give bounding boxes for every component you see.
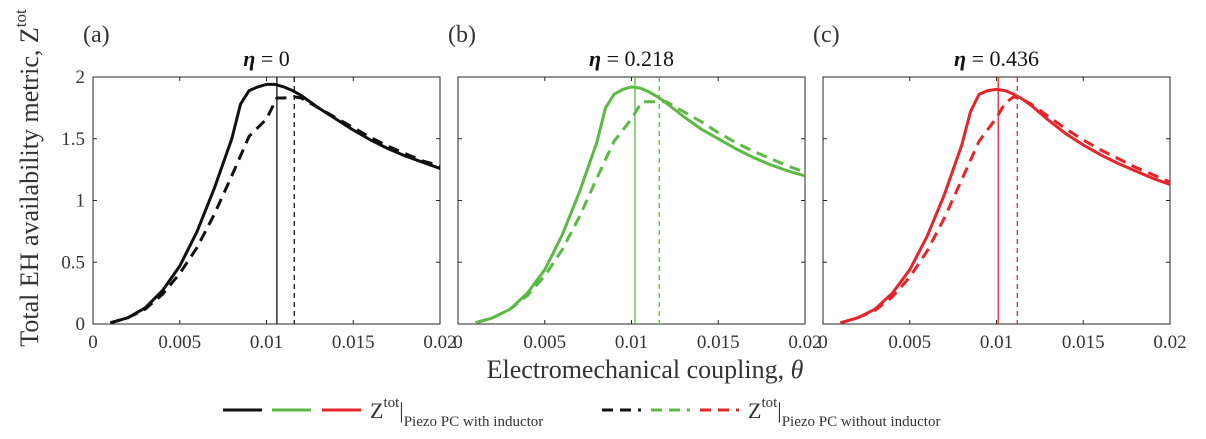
plot-frame: [457, 76, 806, 325]
series-without-inductor: [839, 95, 1171, 325]
y-tick-label: 0: [76, 314, 86, 335]
x-tick-label: 0.02: [423, 332, 456, 353]
panel-title: η = 0.436: [954, 46, 1039, 71]
x-tick-label: 0.02: [788, 332, 821, 353]
panel-1: 0 0.005 0.01 0.015 0.02 (b) η = 0.218: [448, 22, 822, 353]
panel-2: 0 0.005 0.01 0.015 0.02 (c) η = 0.436: [813, 22, 1187, 353]
x-tick-label: 0.015: [1062, 332, 1105, 353]
series-with-inductor: [474, 85, 806, 325]
panel-0: 0 0.005 0.01 0.015 0.02 0 0.5 1 1.5 2 (a) η = 0: [61, 22, 456, 353]
panel-label: (b): [448, 22, 476, 48]
legend: Ztot|Piezo PC with inductor Ztot|Piezo P…: [223, 395, 940, 430]
series-with-inductor: [839, 87, 1171, 325]
x-tick-label: 0.005: [523, 332, 566, 353]
x-tick-label: 0.005: [158, 332, 201, 353]
y-axis-label: Total EH availability metric, Ztot: [11, 9, 44, 347]
x-tick-label: 0.02: [1153, 332, 1186, 353]
panel-label: (c): [813, 22, 840, 48]
x-tick-label: 0.005: [888, 332, 931, 353]
series-without-inductor: [109, 95, 441, 325]
panel-title: η = 0: [243, 46, 290, 71]
x-tick-label: 0.01: [250, 332, 283, 353]
plot-frame: [822, 76, 1171, 325]
x-tick-label: 0.01: [615, 332, 648, 353]
y-tick-label: 1.5: [61, 129, 85, 150]
panel-label: (a): [83, 22, 110, 48]
x-tick-label: 0.01: [980, 332, 1013, 353]
y-tick-label: 1: [76, 191, 86, 212]
series-without-inductor: [474, 100, 806, 325]
x-tick-label: 0.015: [697, 332, 740, 353]
legend-label-without-inductor: Ztot|Piezo PC without inductor: [748, 395, 940, 430]
legend-label-with-inductor: Ztot|Piezo PC with inductor: [370, 395, 543, 430]
x-tick-label: 0: [88, 332, 98, 353]
y-tick-label: 0.5: [61, 252, 85, 273]
plot-frame: [92, 76, 441, 325]
x-tick-label: 0.015: [332, 332, 375, 353]
series-with-inductor: [109, 82, 441, 325]
x-tick-label: 0: [818, 332, 828, 353]
x-axis-label: Electromechanical coupling, θ: [487, 355, 804, 384]
panel-title: η = 0.218: [589, 46, 674, 71]
y-tick-label: 2: [76, 67, 86, 88]
x-tick-label: 0: [453, 332, 463, 353]
